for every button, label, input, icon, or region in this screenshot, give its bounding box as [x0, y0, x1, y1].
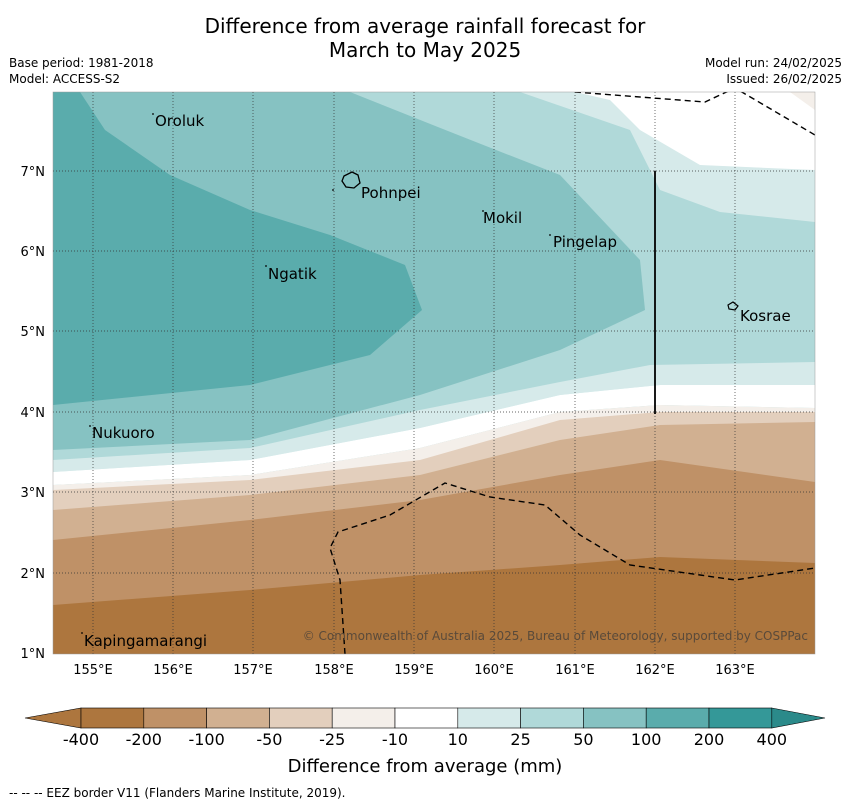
- model-name: Model: ACCESS-S2: [9, 72, 121, 86]
- colorbar-swatch: [331, 707, 396, 729]
- contour-neutral-north: [575, 92, 815, 170]
- colorbar-label: Difference from average (mm): [288, 756, 563, 777]
- colorbar-swatch: [645, 707, 710, 729]
- lon-tick: 155°E: [73, 663, 113, 678]
- lat-tick: 5°N: [21, 325, 46, 340]
- colorbar-tick: -400: [63, 730, 99, 749]
- lon-tick: 159°E: [394, 663, 434, 678]
- label-nukuoro: Nukuoro: [92, 424, 155, 442]
- meta-right: Model run: 24/02/2025 Issued: 26/02/2025: [705, 55, 842, 87]
- pohnpei-island: [341, 171, 361, 189]
- contour-neutral-south: [53, 385, 815, 485]
- colorbar-tick: -200: [126, 730, 162, 749]
- colorbar-tick: 400: [757, 730, 788, 749]
- contour-minus200-400: [53, 557, 815, 654]
- lon-tick: 161°E: [555, 663, 595, 678]
- lat-tick: 1°N: [21, 647, 46, 662]
- colorbar-swatch: [457, 707, 521, 729]
- colorbar-tick: 200: [694, 730, 725, 749]
- colorbar-tick: -50: [256, 730, 282, 749]
- colorbar-swatch: [206, 707, 270, 729]
- lat-tick: 7°N: [21, 165, 46, 180]
- colorbar: -400 -200 -100 -50 -25 -10 10 25 50 100 200 400: [24, 707, 826, 749]
- lon-tick: 163°E: [715, 663, 755, 678]
- colorbar-swatch: [80, 707, 145, 729]
- lat-tick: 6°N: [21, 245, 46, 260]
- colorbar-arrow-right: [771, 707, 826, 729]
- copyright-text: © Commonwealth of Australia 2025, Bureau…: [303, 629, 808, 643]
- colorbar-tick: -100: [188, 730, 224, 749]
- label-mokil: Mokil: [483, 209, 522, 227]
- colorbar-swatch: [520, 707, 584, 729]
- map-frame: [52, 91, 816, 655]
- lat-tick: 3°N: [21, 486, 46, 501]
- contour-10-25-south: [53, 362, 815, 472]
- model-run: Model run: 24/02/2025: [704, 56, 842, 70]
- colorbar-tick: -25: [319, 730, 345, 749]
- colorbar-tick: 10: [448, 730, 468, 749]
- latitude-ticks: 7°N 6°N 5°N 4°N 3°N 2°N 1°N: [21, 165, 46, 662]
- label-kosrae: Kosrae: [740, 307, 791, 325]
- longitude-ticks: 155°E 156°E 157°E 158°E 159°E 160°E 161°…: [73, 663, 755, 678]
- title-line-1: Difference from average rainfall forecas…: [204, 14, 646, 38]
- base-period: Base period: 1981-2018: [9, 56, 154, 70]
- colorbar-arrow-left: [24, 707, 82, 729]
- atoll-markers: [81, 113, 551, 634]
- label-kapingamarangi: Kapingamarangi: [84, 632, 207, 650]
- lon-tick: 156°E: [153, 663, 193, 678]
- label-ngatik: Ngatik: [268, 265, 317, 283]
- colorbar-swatch: [269, 707, 333, 729]
- lon-tick: 162°E: [635, 663, 675, 678]
- issued-date: Issued: 26/02/2025: [726, 72, 842, 86]
- title-line-2: March to May 2025: [328, 38, 522, 62]
- colorbar-swatch: [394, 707, 459, 729]
- lat-tick: 2°N: [21, 567, 46, 582]
- label-oroluk: Oroluk: [155, 112, 204, 130]
- label-pingelap: Pingelap: [553, 233, 617, 251]
- map-title: Difference from average rainfall forecas…: [0, 14, 850, 62]
- meta-left: Base period: 1981-2018 Model: ACCESS-S2: [9, 55, 154, 87]
- colorbar-tick: 25: [510, 730, 530, 749]
- rainfall-contours: Oroluk Pohnpei Mokil Pingelap Ngatik Kos…: [53, 92, 815, 654]
- lon-tick: 160°E: [474, 663, 514, 678]
- colorbar-tick: 50: [573, 730, 593, 749]
- contour-100-200: [53, 92, 422, 405]
- lat-tick: 4°N: [21, 406, 46, 421]
- colorbar-swatch: [143, 707, 207, 729]
- label-pohnpei: Pohnpei: [361, 184, 421, 202]
- colorbar-tick: 100: [631, 730, 662, 749]
- lon-tick: 157°E: [233, 663, 273, 678]
- eez-footer-note: -- -- -- EEZ border V11 (Flanders Marine…: [9, 786, 346, 800]
- contour-dry-north: [790, 92, 815, 110]
- eez-border: [329, 92, 815, 654]
- colorbar-swatch: [583, 707, 647, 729]
- kosrae-island: [727, 301, 739, 311]
- colorbar-tick: -10: [382, 730, 408, 749]
- colorbar-swatch: [708, 707, 773, 729]
- lon-tick: 158°E: [314, 663, 354, 678]
- gridlines: [53, 92, 815, 654]
